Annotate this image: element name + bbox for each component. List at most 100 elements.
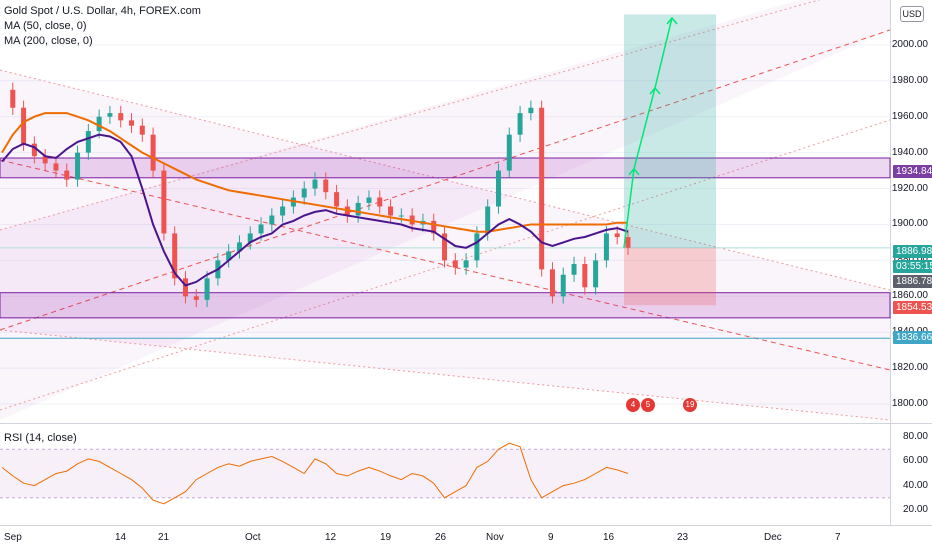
projection-arrowhead xyxy=(666,16,678,25)
resistance-zone xyxy=(0,157,891,179)
economic-event-icon[interactable]: 19 xyxy=(683,398,697,412)
ma50-legend[interactable]: MA (50, close, 0) xyxy=(4,20,87,32)
candle-body xyxy=(398,215,404,217)
price-tick-label: 1960.00 xyxy=(891,110,928,122)
rsi-band xyxy=(0,449,890,498)
price-tick-label: 1800.00 xyxy=(891,398,928,410)
rsi-tick-label: 40.00 xyxy=(902,479,928,491)
price-tick-label: 1860.00 xyxy=(891,290,928,302)
date-label: 16 xyxy=(603,532,615,543)
asc-channel-mid xyxy=(0,29,891,331)
candle-body xyxy=(75,152,81,180)
date-label: Oct xyxy=(245,532,261,543)
price-tick-label: 1880.00 xyxy=(892,254,928,265)
candle-body xyxy=(31,143,37,157)
economic-event-icon[interactable]: 4 xyxy=(626,398,640,412)
price-tag: 1836.66 xyxy=(893,331,932,344)
rsi-tick-label: 60.00 xyxy=(902,455,928,467)
ma200-legend[interactable]: MA (200, close, 0) xyxy=(4,35,93,47)
candle-body xyxy=(571,263,577,275)
projection-arrow xyxy=(623,17,673,248)
candle-body xyxy=(582,263,588,288)
candle-body xyxy=(10,89,16,108)
date-label: Sep xyxy=(4,532,22,543)
projection-arrowhead xyxy=(628,167,640,176)
candle-body xyxy=(442,233,448,261)
price-tick-label: 1940.00 xyxy=(891,146,928,158)
candle-body xyxy=(463,260,469,268)
candle-body xyxy=(366,197,372,203)
chart-legend: Gold Spot / U.S. Dollar, 4h, FOREX.com M… xyxy=(4,4,201,49)
date-label: 7 xyxy=(835,532,841,543)
candle-body xyxy=(182,278,188,297)
price-tick-label: 1920.00 xyxy=(891,182,928,194)
candle-body xyxy=(517,113,523,135)
candle-body xyxy=(280,206,286,216)
candle-body xyxy=(150,134,156,171)
candle-body xyxy=(161,170,167,234)
candle-body xyxy=(355,202,361,216)
candle-body xyxy=(64,170,70,180)
candle-body xyxy=(204,278,210,300)
candle-body xyxy=(96,116,102,132)
date-label: 9 xyxy=(548,532,554,543)
candle-body xyxy=(53,163,59,171)
asc-channel-bottom xyxy=(0,119,891,411)
candle-body xyxy=(334,192,340,207)
date-label: Nov xyxy=(486,532,504,543)
currency-button[interactable]: USD xyxy=(900,6,924,22)
candle-body xyxy=(85,131,91,153)
candle-body xyxy=(593,260,599,288)
candle-body xyxy=(528,107,534,114)
candle-body xyxy=(226,251,232,261)
candle-body xyxy=(377,197,383,207)
candle-body xyxy=(506,134,512,171)
candle-body xyxy=(301,188,307,198)
date-label: 21 xyxy=(158,532,170,543)
candle-body xyxy=(560,274,566,297)
candle-body xyxy=(236,242,242,252)
asc-channel-top xyxy=(0,0,821,231)
rsi-tick-label: 80.00 xyxy=(902,431,928,443)
support-zone xyxy=(0,292,891,319)
candle-body xyxy=(431,220,437,234)
projection-arrowhead xyxy=(649,86,661,95)
date-label: 12 xyxy=(325,532,337,543)
price-tag: 1886.98 xyxy=(893,245,932,258)
candle-body xyxy=(549,269,555,297)
candle-body xyxy=(193,296,199,300)
candle-body xyxy=(495,170,501,207)
price-tag: 1934.84 xyxy=(893,165,932,178)
rsi-legend[interactable]: RSI (14, close) xyxy=(4,432,77,444)
candle-body xyxy=(129,120,135,126)
candle-body xyxy=(21,107,27,144)
symbol-title[interactable]: Gold Spot / U.S. Dollar, 4h, FOREX.com xyxy=(4,5,201,17)
price-tag: 1886.78 xyxy=(893,275,932,288)
candle-body xyxy=(312,179,318,189)
rsi-tick-label: 20.00 xyxy=(902,503,928,515)
candle-body xyxy=(269,215,275,225)
price-tag: 1854.53 xyxy=(893,301,932,314)
channel-bottom-line xyxy=(0,329,891,421)
candle-body xyxy=(452,260,458,268)
candle-body xyxy=(388,206,394,216)
candle-body xyxy=(603,233,609,261)
candle-body xyxy=(614,233,620,238)
candle-body xyxy=(258,224,264,234)
economic-event-icon[interactable]: 5 xyxy=(641,398,655,412)
candle-body xyxy=(625,237,631,248)
candle-body xyxy=(539,107,545,270)
price-tick-label: 1820.00 xyxy=(891,362,928,374)
candle-body xyxy=(172,233,178,279)
price-tick-label: 1980.00 xyxy=(891,74,928,86)
date-label: Dec xyxy=(764,532,782,543)
price-tick-label: 2000.00 xyxy=(891,38,928,50)
candle-body xyxy=(139,125,145,135)
candle-body xyxy=(107,113,113,117)
candle-body xyxy=(474,233,480,261)
date-label: 19 xyxy=(380,532,392,543)
long-target-box xyxy=(624,14,716,248)
long-stop-box xyxy=(624,247,716,306)
